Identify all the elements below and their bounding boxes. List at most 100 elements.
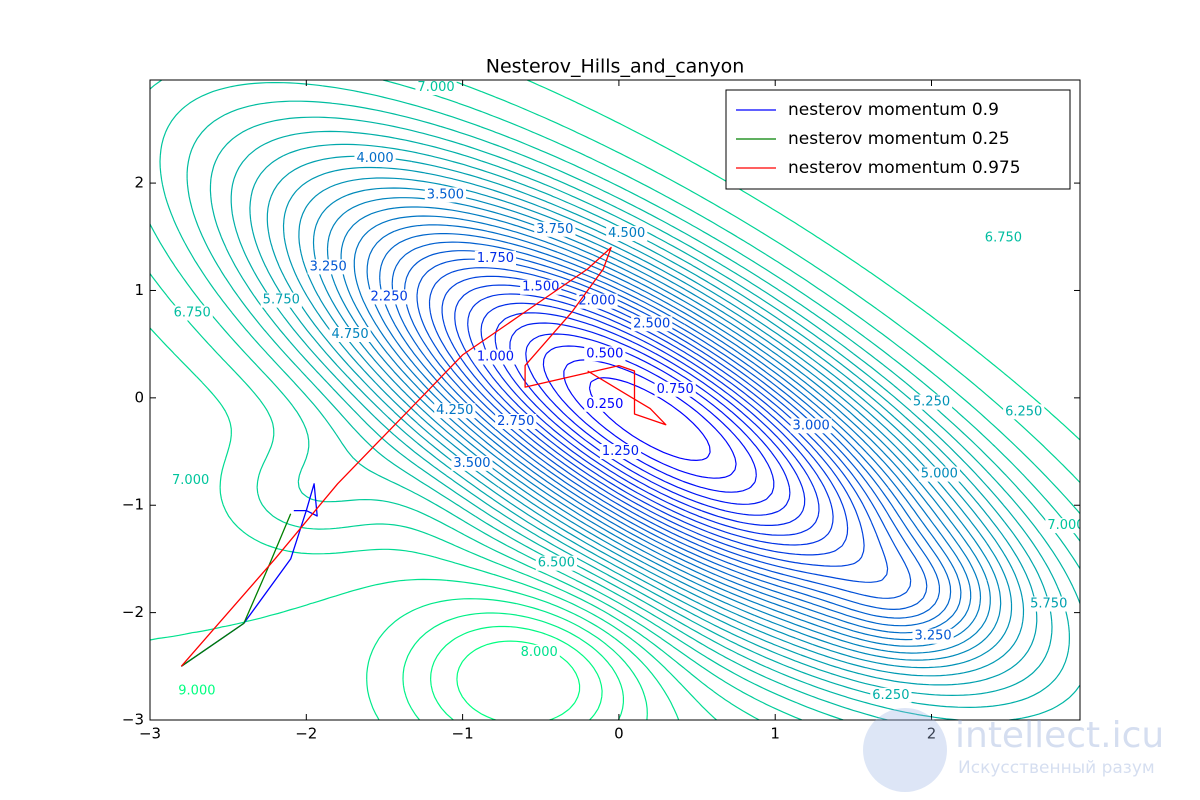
contour-label-bg [520,279,562,295]
contour-label-bg [606,226,648,242]
contour-label: 8.000 [521,645,558,660]
chart-title: Nesterov_Hills_and_canyon [486,56,745,78]
axes: −3 −2 −1 0 1 2 −3 −2 −1 0 1 2 [122,80,1080,743]
contour-line [404,250,928,610]
contour-line [456,640,581,720]
contour-label: 3.250 [310,259,347,274]
contour-layer [150,80,1080,720]
contour-label: 2.500 [633,316,670,331]
x-tick-label: −2 [295,725,317,743]
contour-line [186,100,1080,720]
plot-frame [149,79,1081,721]
contour-line [480,302,820,536]
contour-label: 2.250 [371,289,408,304]
contour-label: 4.750 [331,327,368,342]
contour-line [150,80,1080,720]
contour-label-bg [474,250,517,266]
contour-label-bg [171,305,213,321]
contour-label: 5.250 [913,395,950,410]
contour-label-bg [354,150,396,166]
contour-label: 2.000 [578,294,615,309]
contour-label: 6.750 [174,306,211,321]
y-tick-label: −2 [122,603,144,621]
contour-label: 4.250 [436,403,473,418]
contour-label-bg [1003,404,1045,420]
contour-line [379,233,952,627]
contour-label-layer: 7.000 4.000 3.500 3.750 4.500 6.750 1.750 1.500… [170,80,1080,703]
contour-label: 1.250 [602,444,639,459]
watermark-logo [863,708,947,792]
contour-label: 6.750 [985,230,1022,245]
contour-label-bg [1045,518,1080,534]
contour-label-bg [415,80,457,96]
y-tick-label: −3 [122,711,144,729]
contour-label-bg [474,349,517,365]
contour-label: 5.750 [1030,597,1067,612]
contour-label-bg [576,293,618,309]
x-tick-label: 1 [770,725,780,743]
contour-label: 1.000 [477,350,514,365]
contour-line [366,598,648,720]
contour-label: 2.750 [497,414,534,429]
trajectory-line [180,246,667,667]
y-tick-label: 2 [134,174,144,192]
contour-label: 3.500 [427,187,464,202]
contour-label: 6.250 [872,688,909,703]
contour-label: 1.500 [522,280,559,295]
trajectory-line [180,483,318,667]
contour-label: 4.500 [608,226,645,241]
contour-label-bg [790,418,832,434]
contour-label: 1.750 [477,251,514,266]
contour-line [150,578,680,720]
contour-line [430,625,603,720]
legend-label: nesterov momentum 0.975 [788,158,1021,178]
contour-label-bg [584,346,626,362]
contour-label-bg [495,413,537,429]
contour-label-bg [654,381,696,397]
x-tick-label: −3 [139,725,161,743]
legend: nesterov momentum 0.9 nesterov momentum 0… [725,89,1071,190]
contour-label-bg [982,230,1025,246]
contour-label-bg [535,555,577,571]
contour-line [266,155,1038,686]
legend-label: nesterov momentum 0.25 [788,129,1010,149]
contour-label: 4.000 [356,151,393,166]
contour-label-bg [368,289,410,305]
contour-label-bg [176,683,218,699]
contour-line [402,612,624,720]
contour-label: 6.500 [538,556,575,571]
y-tick-label: 0 [134,388,144,406]
contour-label: 0.250 [586,397,623,412]
contour-label-bg [307,259,349,275]
contour-label-bg [534,221,576,237]
legend-box [725,89,1071,190]
contour-line [467,293,834,546]
contour-line [150,80,1080,720]
contour-label: 9.000 [178,684,215,699]
watermark-subtitle: Искусственный разум [958,758,1155,778]
contour-label: 3.750 [536,222,573,237]
contour-label: 5.000 [921,467,958,482]
contour-label: 7.000 [172,473,209,488]
contour-line [209,116,1080,720]
contour-line [391,241,940,619]
contour-label-bg [170,473,212,489]
y-tick-label: −1 [122,496,144,514]
contour-label: 7.000 [417,80,454,95]
contour-label: 3.000 [793,418,830,433]
trajectory-line [180,513,292,667]
contour-label: 6.250 [1005,404,1042,419]
contour-label-bg [451,455,493,471]
x-tick-label: 2 [927,725,937,743]
contour-line [150,80,1080,720]
x-tick-label: 0 [614,725,624,743]
contour-label-bg [424,187,467,203]
contour-label-bg [518,644,560,660]
contour-label-bg [910,394,953,410]
contour-label-bg [584,396,626,412]
contour-label: 3.500 [453,456,490,471]
contour-label-bg [912,628,954,644]
contour-label-bg [434,403,476,419]
contour-label-bg [918,466,960,482]
